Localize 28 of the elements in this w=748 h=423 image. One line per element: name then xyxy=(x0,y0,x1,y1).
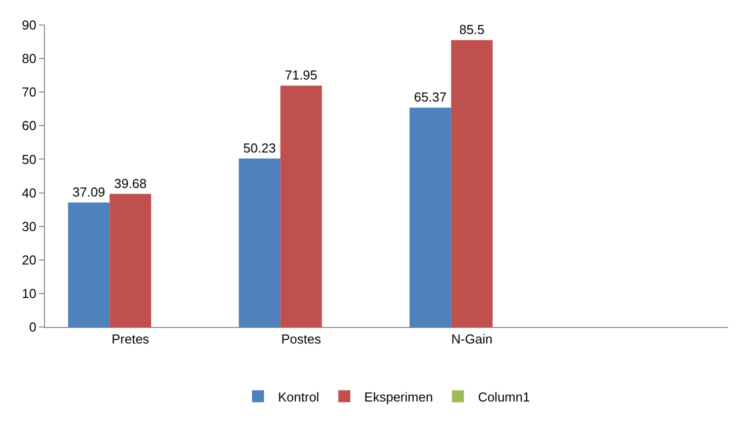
y-tick-label: 0 xyxy=(29,320,36,335)
bar xyxy=(410,108,452,327)
data-label: 37.09 xyxy=(72,184,106,200)
y-tick-label: 50 xyxy=(22,152,36,167)
y-tick-label: 80 xyxy=(22,51,36,66)
legend-label: Kontrol xyxy=(278,389,320,404)
y-tick-label: 10 xyxy=(22,286,36,301)
y-tick-label: 70 xyxy=(22,84,36,100)
data-label: 85.5 xyxy=(459,22,485,38)
bar xyxy=(238,158,280,327)
bar xyxy=(68,202,110,327)
data-label: 71.95 xyxy=(284,68,318,83)
data-label: 65.37 xyxy=(414,90,447,105)
y-tick-label: 60 xyxy=(22,118,36,134)
data-label: 50.23 xyxy=(243,140,276,156)
data-label: 39.68 xyxy=(114,176,147,191)
x-tick-label: Postes xyxy=(281,332,322,347)
legend-label: Eksperimen xyxy=(364,389,433,404)
y-tick-label: 40 xyxy=(22,185,36,200)
y-tick-label: 30 xyxy=(22,218,36,234)
bar xyxy=(451,40,493,327)
bar xyxy=(280,86,322,327)
y-tick-label: 20 xyxy=(22,252,36,268)
legend-label: Column1 xyxy=(478,389,530,404)
x-tick-label: Pretes xyxy=(112,332,150,347)
x-tick-label: N-Gain xyxy=(451,332,492,347)
y-tick-label: 90 xyxy=(22,18,36,33)
bar xyxy=(110,194,152,327)
